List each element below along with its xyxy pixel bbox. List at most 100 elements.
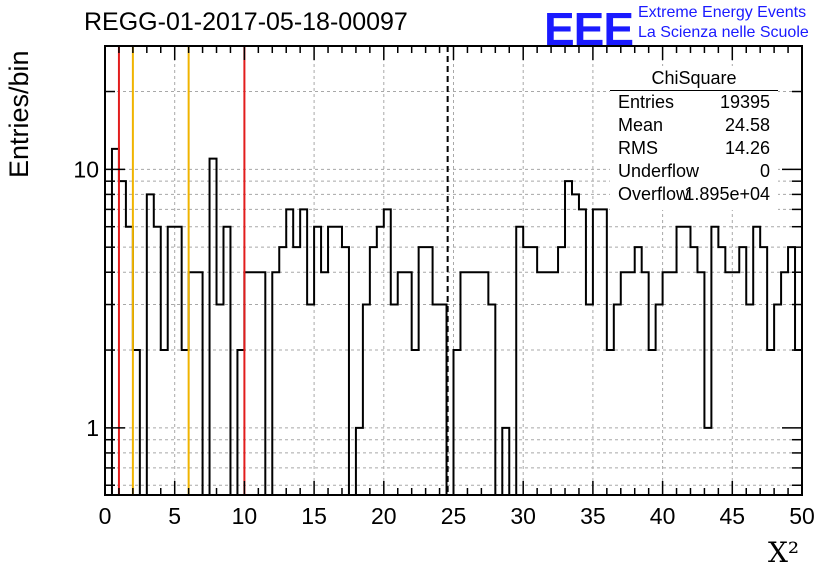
x-tick-label: 35: [580, 503, 606, 529]
histogram-bin: [217, 305, 224, 495]
histogram-bin: [391, 305, 398, 495]
histogram-bin: [565, 181, 572, 495]
histogram-bin: [126, 227, 133, 495]
x-tick-label: 10: [232, 503, 258, 529]
histogram-bin: [161, 350, 168, 495]
histogram-bin: [370, 247, 377, 495]
stat-rms-value: 14.26: [724, 138, 770, 158]
x-tick-label: 30: [510, 503, 536, 529]
histogram-bin: [600, 209, 607, 495]
histogram-bin: [279, 247, 286, 495]
histogram-bin: [384, 209, 391, 495]
stat-overflow-value: 1.895e+04: [684, 184, 770, 204]
x-tick-label: 0: [99, 503, 112, 529]
stat-mean-label: Mean: [618, 115, 664, 135]
stat-entries-value: 19395: [719, 92, 770, 112]
stat-mean-value: 24.58: [724, 115, 770, 135]
x-tick-label: 45: [720, 503, 746, 529]
x-axis-label: X²: [768, 536, 800, 569]
histogram-bin: [523, 247, 530, 495]
histogram-bin: [746, 305, 753, 495]
histogram-bin: [488, 305, 495, 495]
histogram-bin: [244, 272, 251, 495]
stat-overflow-label: Overflow: [618, 184, 690, 204]
histogram-bin: [440, 305, 447, 495]
histogram-bin: [718, 247, 725, 495]
histogram-bin: [551, 272, 558, 495]
reference-lines: [117, 46, 449, 495]
stat-underflow-value: 0: [759, 161, 770, 181]
histogram-bin: [795, 350, 802, 495]
histogram-bin: [725, 272, 732, 495]
histogram-bin: [112, 149, 119, 495]
histogram-bin: [774, 305, 781, 495]
histogram-bin: [537, 272, 544, 495]
histogram-bin: [454, 350, 461, 495]
histogram-bin: [690, 247, 697, 495]
y-tick-label: 10: [73, 156, 99, 182]
histogram-bin: [732, 272, 739, 495]
histogram-bin: [328, 227, 335, 495]
histogram-bin: [677, 227, 684, 495]
histogram-bin: [223, 227, 230, 495]
histogram-bin: [398, 272, 405, 495]
histogram-bin: [544, 272, 551, 495]
histogram-bin: [579, 209, 586, 495]
histogram-bin: [607, 350, 614, 495]
histogram-bin: [182, 350, 189, 495]
histogram-bin: [663, 272, 670, 495]
histogram-bin: [474, 272, 481, 495]
stat-rms-label: RMS: [618, 138, 658, 158]
histogram-bin: [119, 181, 126, 495]
histogram-bin: [642, 272, 649, 495]
histogram-bin: [628, 272, 635, 495]
x-tick-label: 20: [371, 503, 397, 529]
histogram-bin: [593, 209, 600, 495]
x-tick-label: 50: [789, 503, 815, 529]
histogram-bin: [614, 305, 621, 495]
histogram-bin: [586, 305, 593, 495]
histogram-bin: [460, 272, 467, 495]
histogram-bin: [168, 227, 175, 495]
histogram-bin: [237, 350, 244, 495]
histogram-bin: [711, 227, 718, 495]
histogram-bin: [621, 272, 628, 495]
histogram-bin: [251, 272, 258, 495]
histogram-bin: [760, 247, 767, 495]
x-tick-label: 15: [301, 503, 327, 529]
x-tick-label: 40: [650, 503, 676, 529]
stat-entries-label: Entries: [618, 92, 675, 112]
histogram-bin: [516, 227, 523, 495]
histogram-bin: [788, 247, 795, 495]
histogram-bin: [697, 272, 704, 495]
histogram-bin: [670, 272, 677, 495]
histogram-bin: [314, 227, 321, 495]
histogram-bin: [781, 272, 788, 495]
histogram-bin: [342, 247, 349, 495]
stats-divider: [610, 90, 778, 91]
histogram-bin: [189, 272, 196, 495]
histogram-bin: [307, 305, 314, 495]
histogram-bin: [739, 247, 746, 495]
histogram-bin: [558, 247, 565, 495]
histogram-bin: [321, 272, 328, 495]
histogram-bin: [133, 350, 140, 495]
histogram-bin: [300, 209, 307, 495]
y-tick-label: 1: [86, 415, 99, 441]
histogram-bin: [684, 227, 691, 495]
axis-ticks: 0 5 10 15 20 25 30 35 40 45 50 1 10: [73, 45, 815, 529]
histogram-bin: [154, 227, 161, 495]
histogram-bin: [426, 247, 433, 495]
x-tick-label: 25: [441, 503, 467, 529]
histogram-bin: [405, 272, 412, 495]
histogram-bin: [481, 272, 488, 495]
stats-title: ChiSquare: [651, 68, 737, 88]
stat-underflow-label: Underflow: [618, 161, 700, 181]
histogram-bin: [363, 305, 370, 495]
histogram-bin: [286, 209, 293, 495]
histogram-bin: [272, 272, 279, 495]
histogram-bin: [753, 227, 760, 495]
histogram-bin: [649, 350, 656, 495]
logo-line-2: La Scienza nelle Scuole: [638, 24, 809, 41]
